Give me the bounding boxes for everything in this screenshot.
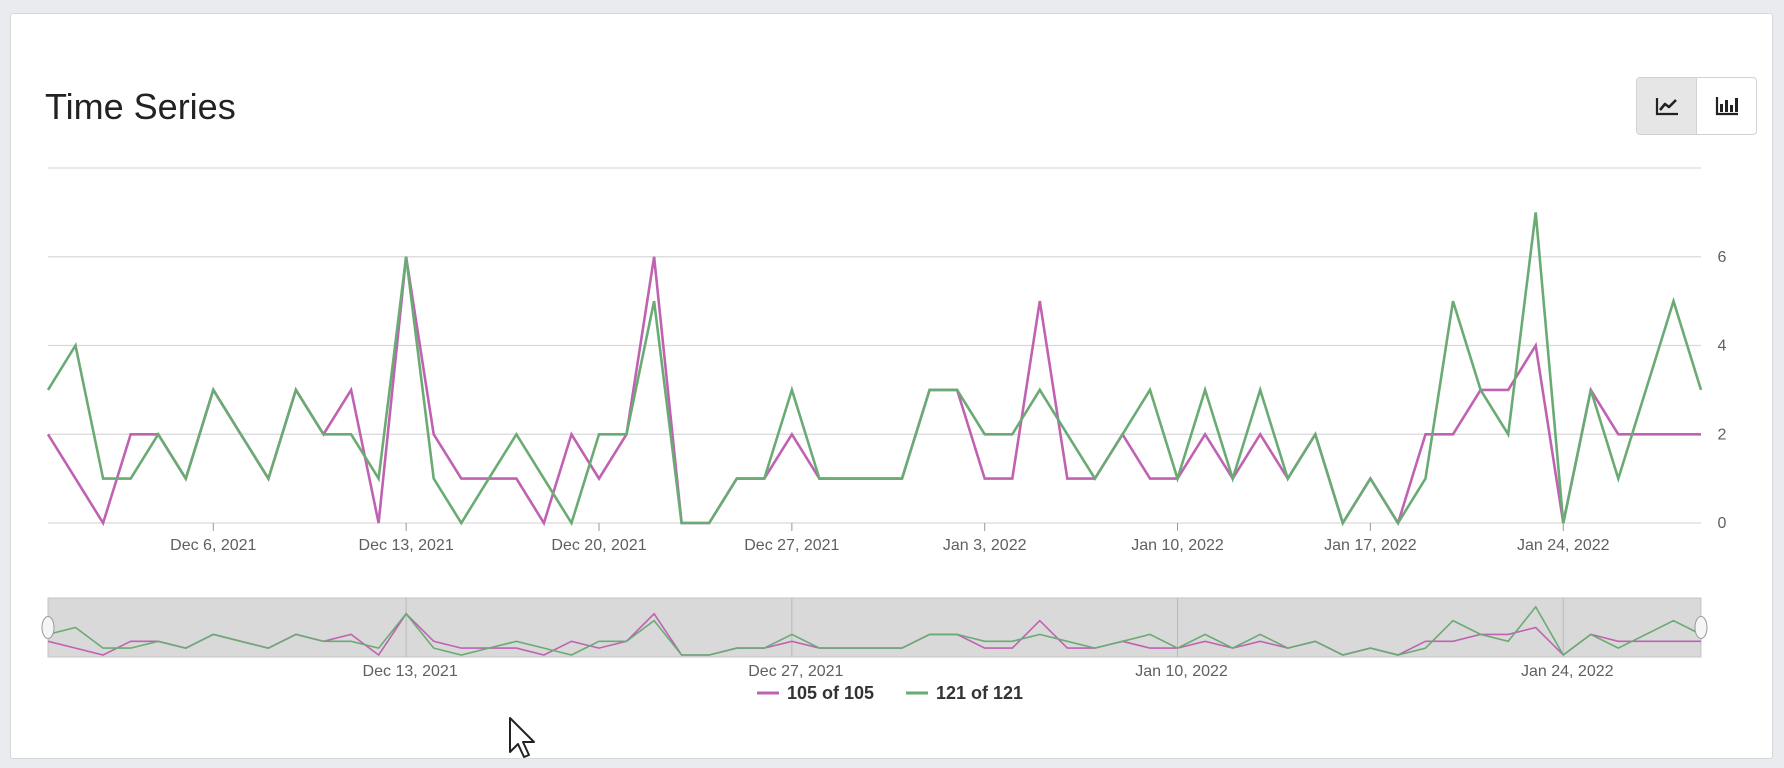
navigator-series-2 — [47, 605, 1702, 657]
y-tick-label: 6 — [1718, 249, 1727, 266]
legend-item-label[interactable]: 105 of 105 — [787, 683, 874, 703]
x-tick-label: Jan 17, 2022 — [1324, 537, 1417, 554]
navigator-tick-label: Jan 10, 2022 — [1135, 663, 1228, 680]
x-tick-label: Dec 20, 2021 — [551, 537, 646, 554]
x-tick-label: Dec 6, 2021 — [170, 537, 256, 554]
navigator-tick-label: Dec 13, 2021 — [363, 663, 458, 680]
y-tick-label: 0 — [1718, 515, 1727, 532]
navigator-tick-label: Dec 27, 2021 — [748, 663, 843, 680]
bar-chart-icon — [1715, 97, 1738, 116]
x-tick-label: Jan 10, 2022 — [1131, 537, 1224, 554]
navigator-handle-right[interactable] — [1694, 616, 1708, 639]
line-chart-icon — [1655, 98, 1678, 116]
x-tick-label: Dec 27, 2021 — [744, 537, 839, 554]
y-tick-label: 2 — [1718, 426, 1727, 443]
x-tick-label: Jan 24, 2022 — [1517, 537, 1610, 554]
chart-title: Time Series — [45, 86, 236, 127]
navigator-handle-left[interactable] — [41, 616, 55, 639]
chart-type-toggle — [1636, 77, 1757, 135]
bar-chart-button[interactable] — [1697, 78, 1756, 134]
series-line-2 — [46, 212, 1703, 527]
x-tick-label: Jan 3, 2022 — [943, 537, 1027, 554]
y-tick-label: 4 — [1718, 338, 1727, 355]
x-tick-label: Dec 13, 2021 — [359, 537, 454, 554]
navigator-tick-label: Jan 24, 2022 — [1521, 663, 1614, 680]
line-chart-button[interactable] — [1637, 78, 1697, 134]
mouse-cursor-icon — [509, 717, 535, 758]
legend-item-label[interactable]: 121 of 121 — [936, 683, 1023, 703]
